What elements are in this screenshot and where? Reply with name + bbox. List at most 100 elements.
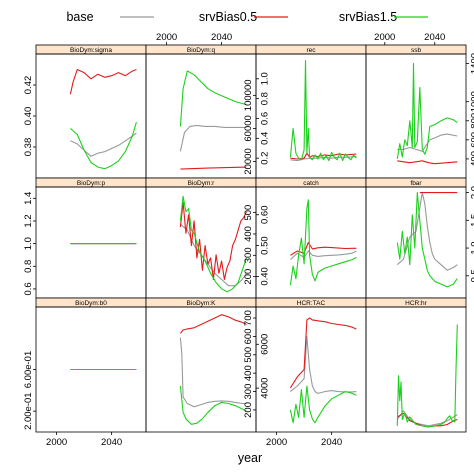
series-line-srvBias1.5 <box>289 385 357 424</box>
y-tick-label: 200 <box>243 402 254 418</box>
panel-7: catch <box>255 177 367 299</box>
series-line-srvBias1.5 <box>70 122 137 170</box>
y-tick-label: 1000 <box>469 91 474 112</box>
x-tick-label: 2000 <box>374 32 395 43</box>
y-tick-label: 0.2 <box>259 152 270 165</box>
panel-5: BioDym:K <box>145 297 257 433</box>
panel-8: HCR:TAC <box>255 297 367 433</box>
y-tick-label: 0.8 <box>259 92 270 105</box>
panel-title: HCR:hr <box>405 300 428 307</box>
y-tick-label: 500 <box>243 205 254 221</box>
series-line-base <box>396 410 458 427</box>
y-tick-label: 0.5 <box>469 269 474 282</box>
x-tick-label: 2040 <box>424 32 445 43</box>
panel-title: fbar <box>410 180 422 187</box>
series-line-srvBias0.5 <box>179 201 247 281</box>
panel-frame <box>365 186 467 299</box>
y-tick-label: 60000 <box>243 115 254 141</box>
y-tick-label: 6.00e-01 <box>23 351 34 389</box>
series-line-srvBias1.5 <box>179 195 247 293</box>
series-line-srvBias1.5 <box>396 62 458 159</box>
panel-2: BioDym:b0 <box>35 297 147 433</box>
panel-0: BioDym:sigma <box>35 44 147 179</box>
y-tick-label: 1.4 <box>23 192 34 205</box>
panel-title: HCR:TAC <box>297 300 326 307</box>
axes: 0.38 0.40 0.42 0.6 0.8 1.0 1.2 1.4 2.00e-01 6.00e… <box>23 32 474 448</box>
y-tick-label: 6000 <box>259 334 270 355</box>
y-tick-label: 0.60 <box>259 206 270 225</box>
panel-title: ssb <box>411 47 422 54</box>
series-line-srvBias1.5 <box>396 324 458 428</box>
series-group <box>179 314 247 425</box>
y-tick-label: 0.50 <box>259 236 270 255</box>
y-tick-label: 600 <box>243 328 254 344</box>
y-tick-label: 1.0 <box>469 241 474 254</box>
y-tick-label: 20000 <box>243 148 254 174</box>
x-tick-label: 2040 <box>321 437 342 448</box>
series-line-srvBias0.5 <box>289 317 357 389</box>
series-line-srvBias0.5 <box>69 68 137 95</box>
x-axis-label: year <box>238 451 262 465</box>
y-tick-label: 2.00e-01 <box>23 392 34 430</box>
series-line-base <box>179 124 247 152</box>
y-tick-label: 200 <box>243 269 254 285</box>
series-group <box>396 62 458 165</box>
y-tick-label: 1400 <box>469 53 474 74</box>
y-tick-label: 300 <box>243 247 254 263</box>
panel-frame <box>365 306 467 433</box>
series-group <box>396 192 458 288</box>
y-tick-label: 1.0 <box>259 72 270 85</box>
y-tick-label: 600 <box>469 132 474 148</box>
series-line-srvBias1.5 <box>179 385 247 425</box>
panel-frame <box>145 53 257 179</box>
y-tick-label: 0.40 <box>23 107 34 126</box>
y-tick-label: 0.42 <box>23 76 34 95</box>
y-tick-label: 1.2 <box>23 214 34 227</box>
panels: BioDym:sigma BioDym:p BioDym:b0 BioDym:q Bio… <box>35 44 467 433</box>
y-tick-label: 0.6 <box>23 282 34 295</box>
series-line-srvBias1.5 <box>289 199 357 286</box>
legend: base srvBias0.5 srvBias1.5 <box>66 10 428 24</box>
series-line-srvBias1.5 <box>289 60 357 162</box>
y-tick-label: 700 <box>243 310 254 326</box>
y-tick-label: 1.0 <box>23 237 34 250</box>
y-tick-label: 300 <box>243 384 254 400</box>
series-line-srvBias1.5 <box>179 70 247 127</box>
panel-frame <box>255 186 367 299</box>
series-line-base <box>70 132 137 157</box>
series-line-srvBias1.5 <box>396 192 458 288</box>
series-line-base <box>290 335 357 394</box>
series-group <box>179 195 247 293</box>
y-tick-label: 0.38 <box>23 138 34 157</box>
x-tick-label: 2000 <box>46 437 67 448</box>
y-tick-label: 0.40 <box>259 267 270 286</box>
panel-9: ssb <box>365 44 467 179</box>
series-group <box>396 324 458 428</box>
y-tick-label: 2.0 <box>469 186 474 199</box>
legend-label-2: srvBias1.5 <box>339 10 397 24</box>
panel-4: BioDym:r <box>145 177 257 299</box>
y-tick-label: 500 <box>243 347 254 363</box>
series-group <box>179 70 247 170</box>
x-tick-label: 2000 <box>156 32 177 43</box>
series-group <box>289 199 357 286</box>
series-group <box>289 60 357 162</box>
panel-title: BioDym:r <box>188 180 216 187</box>
panel-frame <box>255 53 367 179</box>
y-tick-label: 4000 <box>259 378 270 399</box>
panel-3: BioDym:q <box>145 44 257 179</box>
y-tick-label: 1.5 <box>469 214 474 227</box>
series-line-base <box>397 133 458 152</box>
panel-title: BioDym:K <box>187 300 217 307</box>
x-tick-label: 2000 <box>266 437 287 448</box>
y-tick-label: 400 <box>243 365 254 381</box>
panel-title: BioDym:p <box>77 180 106 187</box>
y-tick-label: 100000 <box>243 79 254 111</box>
series-line-srvBias0.5 <box>179 314 247 334</box>
series-group <box>289 317 357 424</box>
series-line-srvBias0.5 <box>397 160 458 165</box>
panel-title: rec <box>306 47 316 54</box>
panel-1: BioDym:p <box>35 177 147 299</box>
panel-title: BioDym:q <box>187 47 216 54</box>
